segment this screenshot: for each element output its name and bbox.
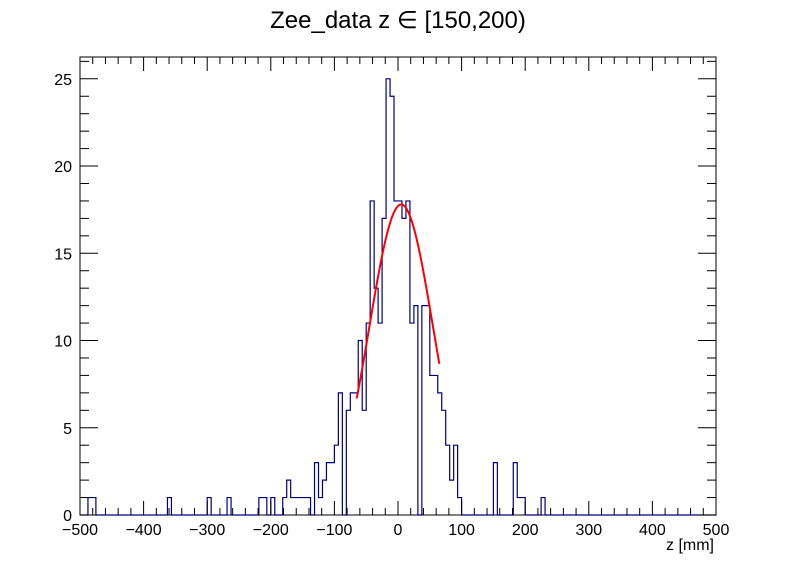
gaussian-fit-curve [355, 203, 441, 399]
y-tick-label: 5 [63, 421, 72, 438]
plot-frame [79, 56, 717, 516]
chart-title: Zee_data z ∈ [150,200) [270, 7, 526, 34]
x-tick-label: 0 [394, 522, 403, 539]
x-tick-label: −300 [189, 522, 225, 539]
x-tick-label: 100 [448, 522, 475, 539]
x-tick-label: 200 [512, 522, 539, 539]
y-tick-label: 10 [54, 334, 72, 351]
x-tick-label: 500 [703, 522, 730, 539]
x-tick-label: 300 [575, 522, 602, 539]
x-tick-label: 400 [639, 522, 666, 539]
y-tick-label: 0 [63, 508, 72, 525]
x-tick-label: −400 [126, 522, 162, 539]
x-tick-label: −200 [253, 522, 289, 539]
x-axis-label: z [mm] [666, 537, 714, 554]
histogram-series [80, 78, 716, 516]
x-tick-label: −500 [62, 522, 98, 539]
y-tick-label: 20 [54, 159, 72, 176]
x-tick-label: −100 [316, 522, 352, 539]
y-tick-label: 25 [54, 72, 72, 89]
y-tick-label: 15 [54, 246, 72, 263]
